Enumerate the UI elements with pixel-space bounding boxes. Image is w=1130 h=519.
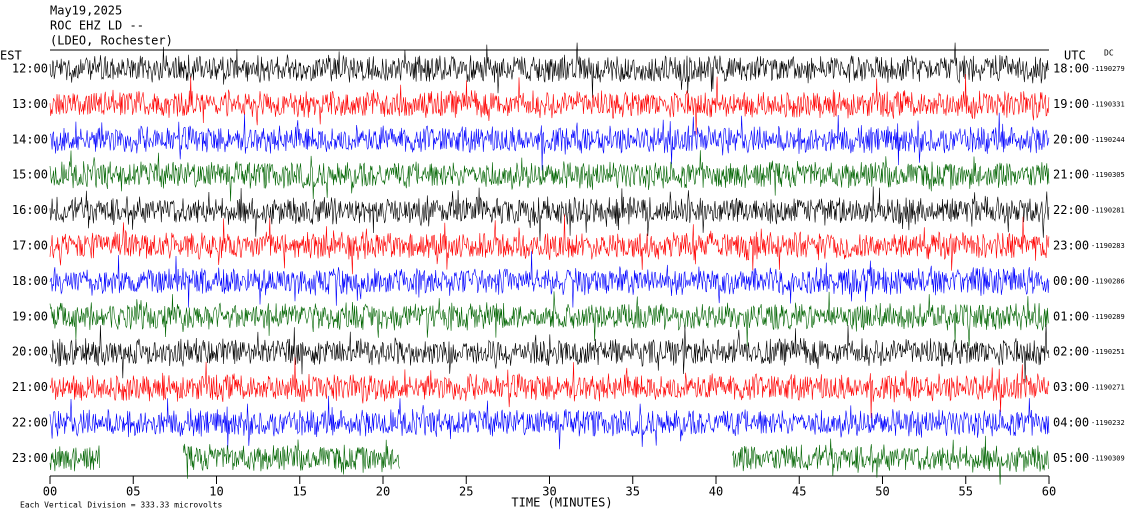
est-label: 17:00 xyxy=(12,239,48,253)
trace xyxy=(49,291,1050,347)
est-label: 19:00 xyxy=(12,309,48,323)
x-tick-label: 05 xyxy=(126,485,140,499)
dc-value: -1190232 xyxy=(1091,419,1125,427)
est-label: 13:00 xyxy=(12,97,48,111)
est-label: 15:00 xyxy=(12,168,48,182)
utc-label: 18:00 xyxy=(1053,62,1089,76)
utc-label: 23:00 xyxy=(1053,239,1089,253)
right-axis-label: UTC xyxy=(1064,49,1086,63)
dc-value: -1190279 xyxy=(1091,65,1125,73)
left-axis-label: EST xyxy=(0,49,22,63)
est-label: 21:00 xyxy=(12,380,48,394)
utc-label: 05:00 xyxy=(1053,451,1089,465)
chart-title: May19,2025 xyxy=(50,4,122,18)
dc-value: -1190283 xyxy=(1091,242,1125,250)
trace xyxy=(49,186,1050,242)
x-tick-label: 40 xyxy=(709,485,723,499)
utc-label: 00:00 xyxy=(1053,274,1089,288)
station: ROC EHZ LD -- xyxy=(50,19,144,33)
dc-value: -1190305 xyxy=(1091,171,1125,179)
trace xyxy=(49,42,1050,98)
footnote: Each Vertical Division = 333.33 microvol… xyxy=(20,501,222,510)
est-label: 20:00 xyxy=(12,345,48,359)
x-tick-label: 15 xyxy=(293,485,307,499)
x-tick-label: 50 xyxy=(875,485,889,499)
trace xyxy=(49,357,1050,419)
x-tick-label: 25 xyxy=(459,485,473,499)
trace xyxy=(49,74,1050,135)
dc-value: -1190309 xyxy=(1091,454,1125,462)
utc-label: 04:00 xyxy=(1053,416,1089,430)
dc-value: -1190251 xyxy=(1091,348,1125,356)
dc-value: -1190286 xyxy=(1091,277,1125,285)
x-tick-label: 10 xyxy=(209,485,223,499)
est-label: 16:00 xyxy=(12,203,48,217)
dc-label: DC xyxy=(1104,49,1114,58)
network: (LDEO, Rochester) xyxy=(50,34,173,48)
x-tick-label: 20 xyxy=(376,485,390,499)
trace xyxy=(49,435,1049,485)
trace xyxy=(49,150,1050,202)
trace xyxy=(49,251,1050,308)
est-label: 14:00 xyxy=(12,132,48,146)
est-label: 18:00 xyxy=(12,274,48,288)
x-tick-label: 00 xyxy=(43,485,57,499)
dc-value: -1190271 xyxy=(1091,384,1125,392)
est-label: 22:00 xyxy=(12,416,48,430)
est-label: 12:00 xyxy=(12,62,48,76)
dc-value: -1190281 xyxy=(1091,207,1125,215)
x-tick-label: 30 xyxy=(542,485,556,499)
utc-label: 22:00 xyxy=(1053,203,1089,217)
utc-label: 21:00 xyxy=(1053,168,1089,182)
utc-label: 01:00 xyxy=(1053,309,1089,323)
x-tick-label: 60 xyxy=(1042,485,1056,499)
utc-label: 19:00 xyxy=(1053,97,1089,111)
utc-label: 02:00 xyxy=(1053,345,1089,359)
trace xyxy=(49,214,1050,275)
traces xyxy=(49,42,1050,485)
utc-label: 03:00 xyxy=(1053,380,1089,394)
trace xyxy=(49,395,1050,450)
est-label: 23:00 xyxy=(12,451,48,465)
trace xyxy=(49,324,1050,383)
x-tick-label: 55 xyxy=(959,485,973,499)
trace xyxy=(49,112,1050,171)
dc-value: -1190289 xyxy=(1091,313,1125,321)
dc-value: -1190244 xyxy=(1091,136,1125,144)
x-tick-label: 35 xyxy=(626,485,640,499)
x-tick-label: 45 xyxy=(792,485,806,499)
utc-label: 20:00 xyxy=(1053,132,1089,146)
x-axis-label: TIME (MINUTES) xyxy=(511,496,612,510)
dc-value: -1190331 xyxy=(1091,100,1125,108)
